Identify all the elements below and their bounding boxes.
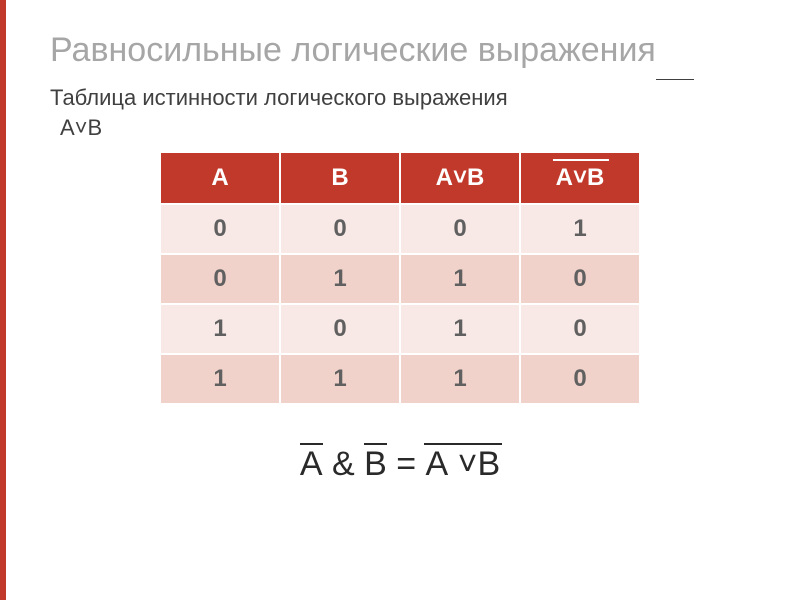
formula-part: А ˅В <box>426 445 501 484</box>
subtitle-line-2: А˅В <box>50 115 750 141</box>
table-cell: 0 <box>160 204 280 254</box>
table-cell: 0 <box>280 204 400 254</box>
subtitle-line-1: Таблица истинности логического выражения <box>50 85 750 111</box>
overline-decoration <box>656 79 694 81</box>
table-cell: 0 <box>400 204 520 254</box>
table-cell: 0 <box>520 254 640 304</box>
table-cell: 1 <box>280 354 400 404</box>
table-cell: 0 <box>520 354 640 404</box>
table-header-cell: А˅В <box>400 152 520 204</box>
formula: А & В = А ˅В <box>50 445 750 484</box>
formula-part: & <box>323 445 365 483</box>
table-header-cell: А˅В <box>520 152 640 204</box>
table-row: 0001 <box>160 204 640 254</box>
table-cell: 1 <box>400 304 520 354</box>
table-cell: 1 <box>160 304 280 354</box>
table-cell: 1 <box>280 254 400 304</box>
formula-part: = <box>387 445 426 483</box>
table-cell: 1 <box>400 354 520 404</box>
table-row: 1110 <box>160 354 640 404</box>
page-title: Равносильные логические выражения <box>50 30 750 71</box>
table-row: 1010 <box>160 304 640 354</box>
table-cell: 1 <box>400 254 520 304</box>
table-body: 0001011010101110 <box>160 204 640 404</box>
formula-part: А <box>300 445 323 484</box>
table-cell: 1 <box>520 204 640 254</box>
table-header-row: АВА˅ВА˅В <box>160 152 640 204</box>
table-row: 0110 <box>160 254 640 304</box>
table-cell: 1 <box>160 354 280 404</box>
table-cell: 0 <box>520 304 640 354</box>
subtitle-text: Таблица истинности логического выражения <box>50 85 508 110</box>
truth-table: АВА˅ВА˅В 0001011010101110 <box>159 151 641 405</box>
table-cell: 0 <box>160 254 280 304</box>
accent-bar <box>0 0 6 600</box>
table-header-cell: А <box>160 152 280 204</box>
table-header-cell: В <box>280 152 400 204</box>
formula-part: В <box>364 445 387 484</box>
table-cell: 0 <box>280 304 400 354</box>
header-overline <box>553 159 609 161</box>
